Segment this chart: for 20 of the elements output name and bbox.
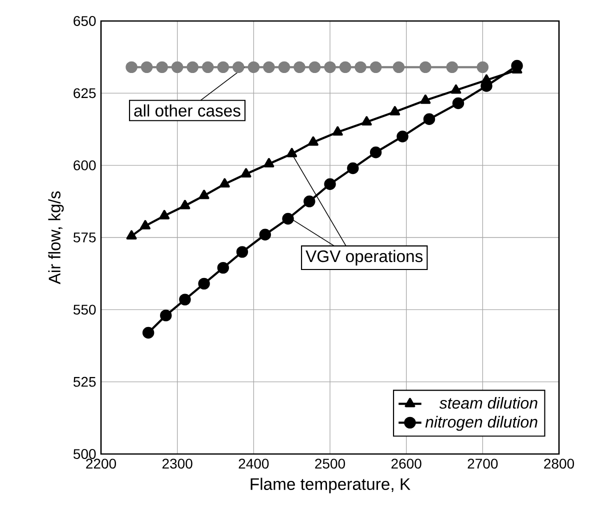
y-tick-label: 650 [74, 16, 96, 26]
y-tick-label: 575 [73, 232, 96, 242]
y-tick-label: 625 [74, 88, 96, 98]
legend-label: nitrogen dilution [425, 416, 538, 431]
x-tick-label: 2700 [468, 458, 498, 469]
y-tick-label: 500 [73, 449, 96, 459]
annotation: all other cases [134, 104, 240, 117]
x-tick-label: 2200 [86, 458, 116, 469]
x-axis-title: Flame temperature, K [250, 478, 410, 494]
x-tick-label: 2800 [544, 458, 574, 469]
x-tick-label: 2300 [162, 458, 192, 469]
y-tick-label: 600 [74, 160, 96, 170]
y-tick-label: 525 [73, 376, 96, 387]
x-tick-label: 2500 [315, 458, 346, 469]
legend-label: steam dilution [439, 396, 538, 409]
y-axis-title: Air flow, kg/s [48, 191, 64, 284]
x-tick-label: 2400 [238, 458, 269, 469]
annotation: VGV operations [306, 250, 423, 266]
x-tick-label: 2600 [391, 458, 422, 469]
y-tick-label: 550 [73, 304, 96, 315]
